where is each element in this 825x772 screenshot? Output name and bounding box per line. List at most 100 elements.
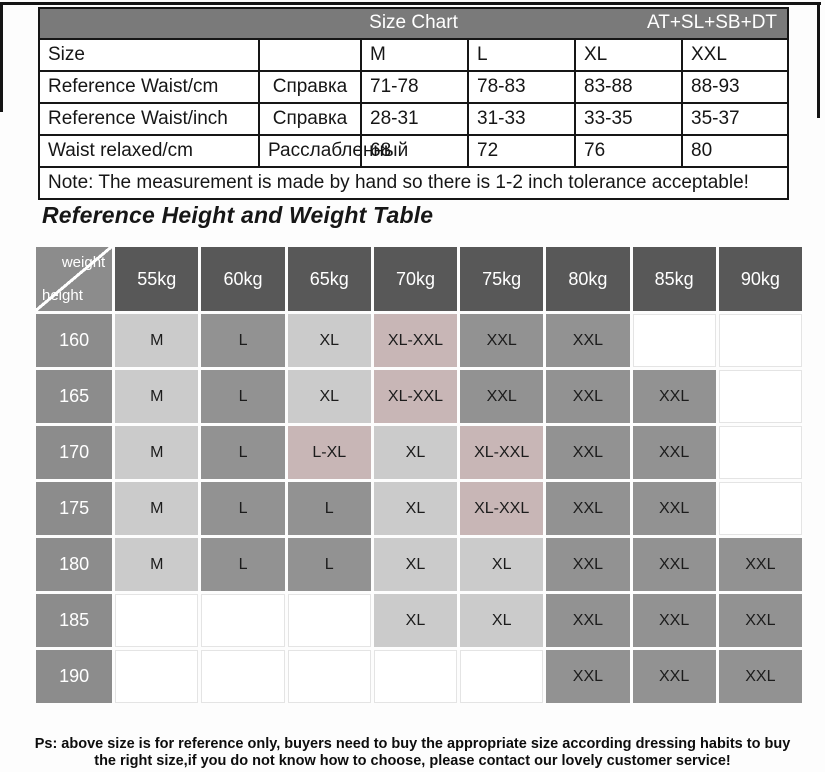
size-chart-row: Waist relaxed/cm Расслабленный 68 72 76 80 xyxy=(38,134,790,168)
height-header-cell: 190 xyxy=(36,650,113,703)
size-recommendation-cell: M xyxy=(115,538,199,591)
weight-header-cell: 55kg xyxy=(115,247,199,311)
size-recommendation-cell: XXL xyxy=(546,370,630,423)
height-weight-row: 180 M L L XL XL XXL XXL XXL xyxy=(36,538,802,591)
size-recommendation-cell xyxy=(115,594,199,647)
size-chart-header-row: Size Chart AT+SL+SB+DT xyxy=(37,7,790,40)
size-chart-row-label: Reference Waist/inch xyxy=(38,102,260,136)
size-recommendation-cell xyxy=(632,314,716,367)
size-recommendation-cell: XL-XXL xyxy=(373,314,458,367)
size-recommendation-cell: XXL xyxy=(546,594,630,647)
size-chart-value-cell: 76 xyxy=(574,134,683,168)
size-recommendation-cell xyxy=(373,650,458,703)
size-recommendation-cell: XXL xyxy=(546,314,630,367)
size-chart-value-cell: 72 xyxy=(467,134,576,168)
size-chart-row-label: Reference Waist/cm xyxy=(38,70,260,104)
size-recommendation-cell: XXL xyxy=(718,594,802,647)
size-recommendation-cell: XL xyxy=(373,594,458,647)
height-weight-row: 185 XL XL XXL XXL XXL xyxy=(36,594,802,647)
size-chart-row: Reference Waist/inch Справка 28-31 31-33 33-… xyxy=(38,102,790,136)
size-recommendation-cell xyxy=(287,650,371,703)
height-header-cell: 175 xyxy=(36,482,113,535)
size-recommendation-cell xyxy=(201,594,285,647)
size-chart-value-cell: 28-31 xyxy=(360,102,469,136)
image-top-border xyxy=(1,2,821,5)
size-chart-header-cell: Size Chart AT+SL+SB+DT xyxy=(37,7,790,40)
size-recommendation-cell: L xyxy=(287,538,371,591)
size-chart-code: AT+SL+SB+DT xyxy=(646,12,778,33)
height-header-cell: 165 xyxy=(36,370,113,423)
size-chart-value-cell: 35-37 xyxy=(680,102,790,136)
footer-line-2: the right size,if you do not know how to… xyxy=(94,753,731,769)
size-recommendation-cell: L xyxy=(287,482,371,535)
size-recommendation-cell: L xyxy=(201,482,285,535)
size-chart-value-cell: XL xyxy=(574,38,683,72)
size-recommendation-cell: M xyxy=(115,370,199,423)
size-recommendation-cell xyxy=(201,650,285,703)
height-header-cell: 180 xyxy=(36,538,113,591)
size-recommendation-cell: XL xyxy=(287,370,371,423)
size-recommendation-cell xyxy=(718,314,802,367)
size-chart-table: Size Chart AT+SL+SB+DT Size M L XL XXL Refere… xyxy=(37,7,790,200)
size-recommendation-cell: XL xyxy=(460,594,544,647)
size-recommendation-cell: XL-XXL xyxy=(460,426,544,479)
size-recommendation-cell: L xyxy=(201,370,285,423)
size-chart-row-label: Size xyxy=(38,38,260,72)
size-recommendation-cell: XXL xyxy=(546,538,630,591)
size-recommendation-cell: M xyxy=(115,426,199,479)
weight-height-corner-cell: weight height xyxy=(36,247,113,311)
size-chart-value-cell: M xyxy=(360,38,469,72)
size-recommendation-cell xyxy=(115,650,199,703)
size-recommendation-cell xyxy=(460,650,544,703)
corner-height-label: height xyxy=(42,287,83,304)
size-recommendation-cell: XXL xyxy=(718,538,802,591)
size-chart-row-translation: Справка xyxy=(258,102,362,136)
size-chart-row-translation: Справка xyxy=(258,70,362,104)
weight-header-cell: 90kg xyxy=(718,247,802,311)
size-chart-value-cell: 78-83 xyxy=(467,70,576,104)
height-header-cell: 185 xyxy=(36,594,113,647)
size-recommendation-cell: XL xyxy=(460,538,544,591)
size-recommendation-cell: XXL xyxy=(632,370,716,423)
height-weight-table: weight height 55kg 60kg 65kg 70kg 75kg 80kg 85… xyxy=(33,244,805,706)
size-recommendation-cell: XL xyxy=(373,482,458,535)
height-header-cell: 160 xyxy=(36,314,113,367)
size-recommendation-cell: XXL xyxy=(460,370,544,423)
size-chart-row-label: Waist relaxed/cm xyxy=(38,134,260,168)
size-recommendation-cell: L-XL xyxy=(287,426,371,479)
size-recommendation-cell: L xyxy=(201,314,285,367)
footer-line-1: Ps: above size is for reference only, bu… xyxy=(34,736,791,752)
size-recommendation-cell: XXL xyxy=(632,482,716,535)
size-recommendation-cell: XL-XXL xyxy=(373,370,458,423)
size-chart-value-cell: 33-35 xyxy=(574,102,683,136)
weight-header-cell: 85kg xyxy=(632,247,716,311)
size-recommendation-cell: XXL xyxy=(546,426,630,479)
size-chart-note: Note: The measurement is made by hand so… xyxy=(37,166,790,200)
size-recommendation-cell: XXL xyxy=(460,314,544,367)
height-weight-table-title: Reference Height and Weight Table xyxy=(42,202,434,228)
corner-weight-label: weight xyxy=(61,254,106,271)
size-chart-value-cell: 31-33 xyxy=(467,102,576,136)
size-chart-value-cell: 68 xyxy=(360,134,469,168)
size-recommendation-cell: XXL xyxy=(546,482,630,535)
size-recommendation-cell xyxy=(718,426,802,479)
footer-note: Ps: above size is for reference only, bu… xyxy=(0,736,825,770)
size-recommendation-cell xyxy=(287,594,371,647)
size-chart-row-translation: Расслабленный xyxy=(258,134,408,168)
size-recommendation-cell: XL xyxy=(287,314,371,367)
size-chart-row: Size M L XL XXL xyxy=(38,38,790,72)
size-chart-value-cell: 71-78 xyxy=(360,70,469,104)
height-weight-row: 190 XXL XXL XXL xyxy=(36,650,802,703)
size-chart-row: Reference Waist/cm Справка 71-78 78-83 83-88… xyxy=(38,70,790,104)
size-chart-title: Size Chart xyxy=(369,12,458,33)
size-chart-value-cell: XXL xyxy=(680,38,790,72)
size-recommendation-cell: M xyxy=(115,314,199,367)
size-chart-header-inner: Size Chart AT+SL+SB+DT xyxy=(40,9,787,38)
weight-header-cell: 65kg xyxy=(287,247,371,311)
size-recommendation-cell: XXL xyxy=(632,650,716,703)
height-header-cell: 170 xyxy=(36,426,113,479)
weight-header-cell: 75kg xyxy=(460,247,544,311)
image-left-border xyxy=(0,2,3,112)
size-chart-value-cell: L xyxy=(467,38,576,72)
size-chart-row-translation xyxy=(258,38,362,72)
